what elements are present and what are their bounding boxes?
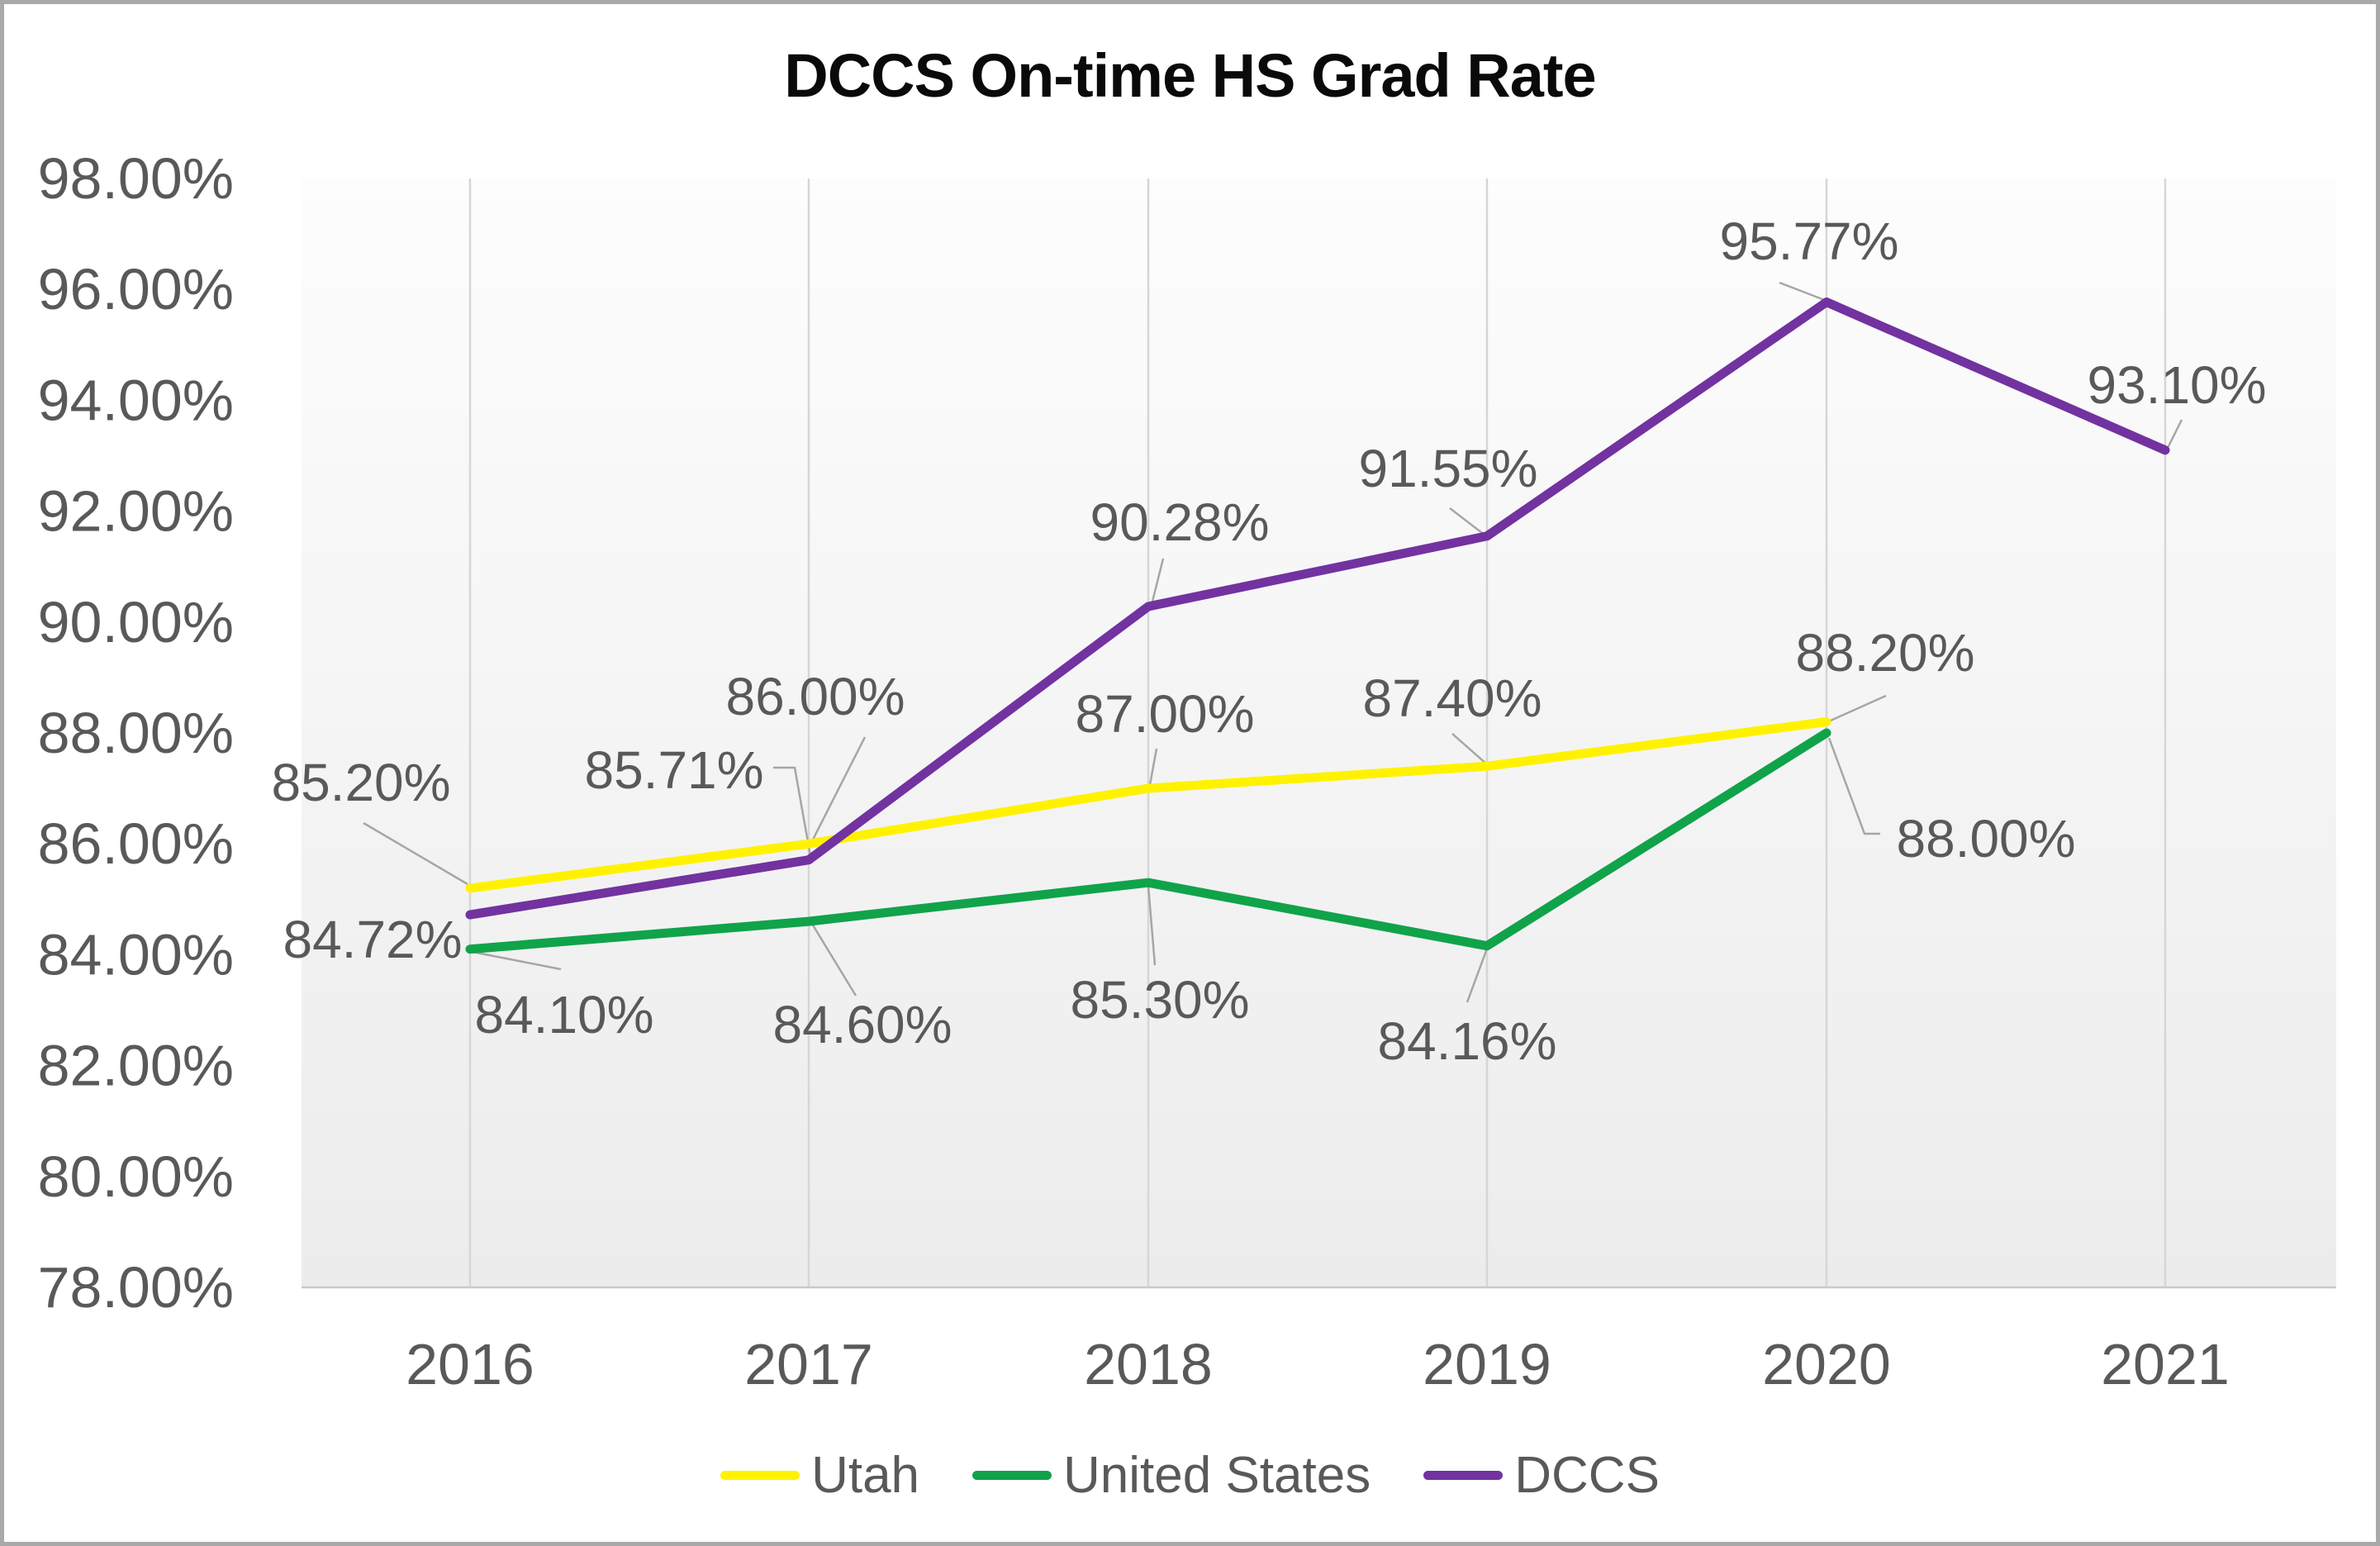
series-line-dccs: [465, 297, 2170, 920]
data-label-leader-line: [1451, 733, 1488, 765]
legend-label-united-states: United States: [1063, 1446, 1371, 1504]
data-label-dccs-2016: 84.72%: [283, 910, 462, 969]
data-label-dccs-2018: 90.28%: [1090, 492, 1269, 552]
chart-title: DCCS On-time HS Grad Rate: [784, 41, 1596, 110]
data-label-leader-line: [1150, 558, 1165, 606]
y-axis-tick-label-90.00%: 90.00%: [38, 590, 234, 654]
chart-legend: Utah United States DCCS: [4, 1444, 2376, 1506]
data-label-utah-2017: 86.00%: [725, 667, 905, 726]
data-label-dccs-2020: 95.77%: [1719, 212, 1898, 271]
data-label-united-states-2017: 84.60%: [772, 995, 952, 1054]
y-axis-tick-label-96.00%: 96.00%: [38, 257, 234, 321]
data-label-leader-line: [1779, 281, 1827, 302]
legend-label-utah: Utah: [811, 1446, 920, 1504]
x-axis-tick-label-2019: 2019: [1423, 1332, 1551, 1396]
data-label-leader-line: [1827, 737, 1880, 835]
data-label-leader-line: [810, 736, 867, 842]
data-label-leader-line: [363, 821, 468, 886]
data-label-leader-line: [810, 923, 857, 997]
data-label-united-states-2020: 88.00%: [1896, 809, 2075, 868]
data-label-united-states-2018: 85.30%: [1070, 970, 1249, 1030]
y-axis-tick-label-82.00%: 82.00%: [38, 1034, 234, 1098]
x-axis-tick-label-2021: 2021: [2101, 1332, 2230, 1396]
data-label-dccs-2019: 91.55%: [1358, 439, 1537, 498]
data-label-dccs-2021: 93.10%: [2087, 355, 2266, 415]
y-axis-tick-label-88.00%: 88.00%: [38, 701, 234, 765]
data-label-leader-line: [1830, 694, 1887, 722]
plot-area-background: [302, 178, 2336, 1287]
legend-swatch-utah: [720, 1470, 800, 1480]
y-axis-tick-label-80.00%: 80.00%: [38, 1144, 234, 1209]
x-axis-tick-label-2020: 2020: [1762, 1332, 1891, 1396]
data-label-utah-2018: 87.00%: [1075, 684, 1254, 744]
data-label-leader-line: [472, 950, 562, 971]
data-label-united-states-2019: 84.16%: [1377, 1011, 1556, 1071]
line-chart-plot: 85.20% 86.00% 87.00% 87.40% 88.20% 84.10% 84.6…: [38, 146, 2336, 1396]
data-label-utah-2020: 88.20%: [1795, 623, 1974, 683]
y-axis-tick-label-92.00%: 92.00%: [38, 479, 234, 544]
x-axis-tick-label-2018: 2018: [1084, 1332, 1213, 1396]
legend-item-united-states: United States: [972, 1446, 1371, 1505]
legend-item-utah: Utah: [720, 1446, 919, 1505]
y-axis-tick-label-78.00%: 78.00%: [38, 1255, 234, 1320]
series-line-utah: [465, 717, 1831, 893]
data-label-leader-line: [1147, 885, 1157, 966]
data-label-united-states-2016: 84.10%: [474, 985, 653, 1044]
legend-swatch-united-states: [972, 1470, 1052, 1480]
data-label-leader-line: [1148, 748, 1158, 786]
y-axis-tick-label-84.00%: 84.00%: [38, 922, 234, 987]
data-label-leader-line: [773, 766, 812, 857]
series-line-united-states: [465, 728, 1831, 954]
legend-swatch-dccs: [1423, 1470, 1504, 1480]
y-axis-tick-label-94.00%: 94.00%: [38, 368, 234, 432]
data-label-leader-line: [1449, 507, 1486, 536]
data-label-dccs-2017: 85.71%: [584, 740, 763, 800]
legend-item-dccs: DCCS: [1423, 1446, 1660, 1505]
y-axis-tick-label-98.00%: 98.00%: [38, 146, 234, 211]
legend-label-dccs: DCCS: [1514, 1446, 1660, 1504]
x-axis-tick-label-2017: 2017: [744, 1332, 873, 1396]
data-label-leader-line: [2166, 419, 2183, 449]
data-label-utah-2019: 87.40%: [1362, 668, 1542, 728]
data-label-leader-line: [1466, 948, 1489, 1003]
data-label-utah-2016: 85.20%: [271, 753, 450, 812]
x-axis-tick-label-2016: 2016: [406, 1332, 534, 1396]
y-axis-tick-label-86.00%: 86.00%: [38, 811, 234, 876]
